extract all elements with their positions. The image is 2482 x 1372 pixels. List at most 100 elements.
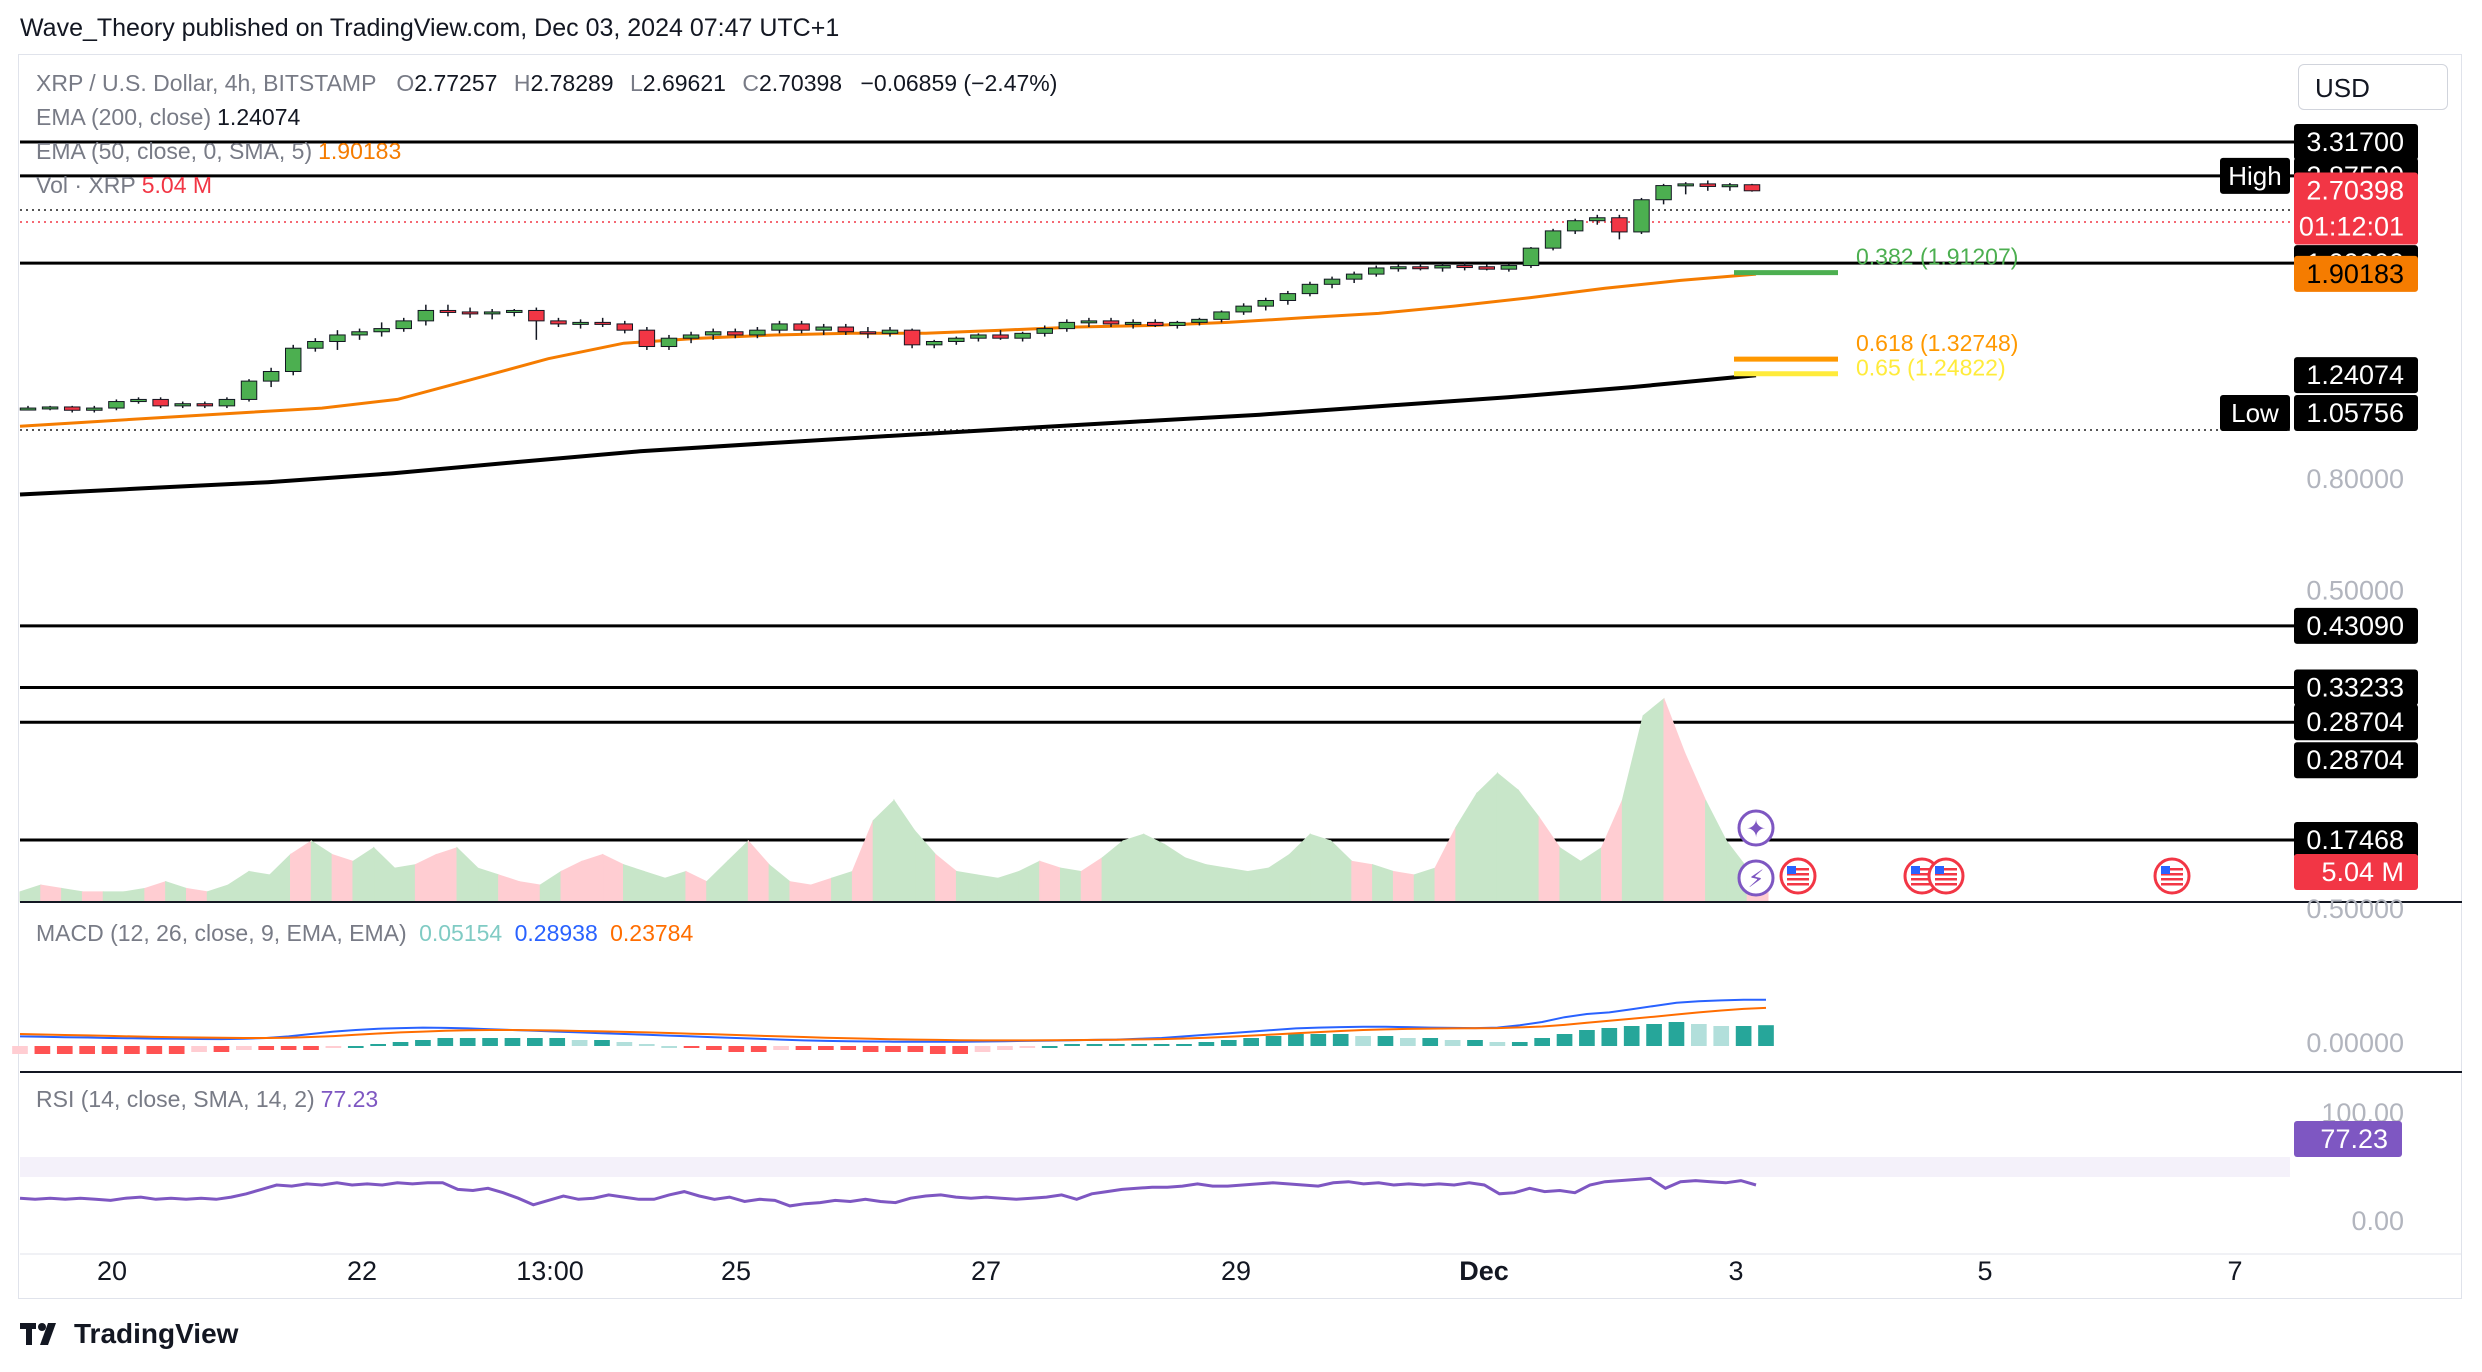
us-flag-stripe-1-0 [1911, 868, 1933, 871]
price-tag-bg-14 [2294, 854, 2418, 890]
macd-hist-bar-27 [616, 1042, 633, 1046]
macd-hist-bar-47 [1064, 1044, 1080, 1046]
volume-seg-51 [1080, 857, 1103, 903]
volume-seg-57 [1205, 864, 1228, 903]
macd-hist-bar-18 [415, 1040, 431, 1046]
legend-rsi[interactable]: RSI (14, close, SMA, 14, 2) 77.23 [36, 1086, 378, 1113]
candles [19, 180, 1761, 413]
legend-ema50[interactable]: EMA (50, close, 0, SMA, 5) 1.90183 [36, 138, 401, 165]
volume-seg-2 [61, 887, 83, 903]
legend-main[interactable]: XRP / U.S. Dollar, 4h, BITSTAMP O2.77257… [36, 70, 1057, 97]
candle-body-27 [616, 323, 634, 331]
price-tag-bg-11 [2294, 704, 2418, 741]
price-tag-0: 3.31700 [2306, 127, 2404, 157]
time-tick-1: 22 [347, 1256, 377, 1286]
us-flag-canton-1 [1911, 866, 1920, 874]
candle-body-7 [174, 403, 191, 407]
volume-seg-71 [1496, 772, 1519, 903]
candle-body-2 [63, 406, 81, 411]
macd-hist-bar-61 [1377, 1036, 1394, 1046]
legend-ema200[interactable]: EMA (200, close) 1.24074 [36, 104, 300, 131]
volume-seg-61 [1288, 833, 1311, 903]
volume-seg-47 [997, 870, 1020, 903]
volume-seg-46 [976, 874, 999, 903]
volume-seg-69 [1455, 791, 1478, 903]
us-flag-stripe-0-2 [1787, 878, 1809, 881]
macd-hist-bar-57 [1288, 1034, 1304, 1046]
volume-seg-5 [123, 887, 146, 903]
candle-body-65 [1456, 265, 1473, 269]
volume-seg-12 [269, 853, 292, 903]
candle-body-69 [1544, 230, 1562, 249]
candle-body-8 [196, 403, 214, 407]
ema200-line [19, 373, 1757, 497]
rsi-band [20, 1157, 2290, 1177]
legend-low: 2.69621 [642, 70, 726, 96]
candle-body-55 [1235, 305, 1252, 313]
candle-body-5 [130, 398, 147, 403]
us-flag-stripe-3-2 [2161, 878, 2183, 881]
volume-seg-48 [1018, 860, 1041, 903]
candle-body-52 [1169, 321, 1186, 326]
macd-hist-bar-38 [862, 1046, 879, 1052]
macd-hist-bar-37 [840, 1046, 857, 1050]
volume-seg-64 [1351, 860, 1374, 903]
us-flag-icon-0 [1779, 857, 1817, 895]
candle-body-51 [1146, 321, 1164, 326]
volume-seg-72 [1517, 788, 1540, 903]
macd-hist-bar-7 [168, 1046, 185, 1054]
candle-body-72 [1611, 217, 1628, 233]
macd-hist-bar-76 [1713, 1026, 1730, 1046]
macd-hist-bar-3 [79, 1046, 95, 1054]
macd-hist-bar-67 [1511, 1042, 1528, 1046]
sparkle-glyph: ✦ [1746, 816, 1766, 843]
us-flag-canton-3 [2161, 866, 2170, 874]
tradingview-brand[interactable]: TradingView [20, 1318, 238, 1350]
price-tag-5: 1.24074 [2306, 360, 2404, 390]
candle-body-11 [262, 371, 280, 382]
volume-seg-67 [1413, 867, 1436, 903]
price-tag-bg-12 [2294, 742, 2418, 779]
tradingview-logo-icon [20, 1323, 56, 1345]
candle-body-40 [903, 329, 921, 346]
us-flag-stripe-2-3 [1935, 883, 1957, 886]
volume-seg-26 [560, 860, 583, 903]
macd-hist-bar-10 [236, 1046, 252, 1050]
time-tick-4: 27 [971, 1256, 1001, 1286]
volume-seg-78 [1642, 697, 1665, 903]
candle-body-25 [572, 321, 589, 325]
chart-frame [18, 54, 2462, 1299]
price-tag-bg-2 [2294, 172, 2418, 245]
price-axis: 3.317002.87590High2.7039801:12:011.99000… [2220, 124, 2418, 1236]
candle-body-30 [682, 334, 700, 339]
volume-seg-58 [1226, 867, 1249, 903]
volume-seg-35 [747, 839, 770, 903]
candle-body-36 [815, 326, 832, 331]
currency-selector[interactable]: USD [2298, 64, 2448, 110]
macd-hist-bar-24 [549, 1038, 566, 1046]
macd-hist-bar-72 [1623, 1026, 1640, 1046]
volume-seg-37 [789, 881, 812, 903]
legend-volume[interactable]: Vol · XRP 5.04 M [36, 172, 212, 199]
sub-axis-tick-3: 0.00 [2351, 1206, 2404, 1236]
macd-hist-bar-53 [1198, 1042, 1215, 1046]
volume-seg-41 [872, 799, 895, 903]
candle-body-42 [948, 337, 965, 342]
macd-hist-bar-54 [1220, 1040, 1237, 1046]
volume-seg-18 [394, 864, 416, 903]
volume-seg-66 [1392, 870, 1415, 903]
horizontal-levels [20, 140, 2294, 842]
sub-axis-tick-1: 0.00000 [2306, 1028, 2404, 1058]
volume-seg-79 [1663, 698, 1686, 903]
candle-body-37 [837, 326, 855, 333]
macd-hist-bar-70 [1579, 1030, 1595, 1046]
macd-hist-bar-9 [213, 1046, 230, 1052]
fib-levels: 0.382 (1.91207) 0.618 (1.32748)0.65 (1.24… [1734, 244, 2018, 381]
volume-seg-22 [477, 867, 500, 903]
time-tick-5: 29 [1221, 1256, 1251, 1286]
legend-macd-line: 0.28938 [514, 920, 598, 946]
legend-macd[interactable]: MACD (12, 26, close, 9, EMA, EMA) 0.0515… [36, 920, 693, 947]
macd-hist-bar-34 [773, 1046, 789, 1050]
volume-seg-60 [1268, 853, 1290, 903]
